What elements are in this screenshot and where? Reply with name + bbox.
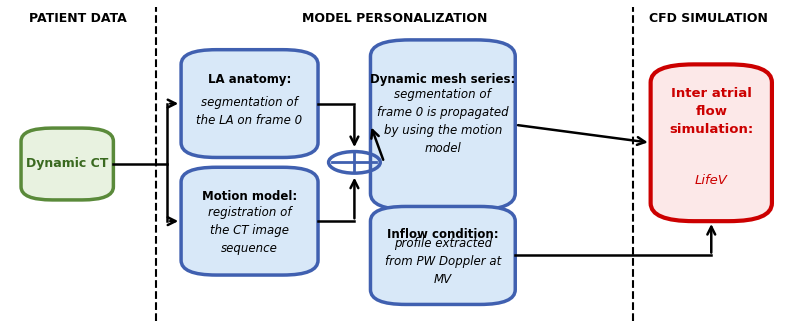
FancyBboxPatch shape [371, 40, 515, 210]
FancyBboxPatch shape [181, 167, 318, 275]
Text: PATIENT DATA: PATIENT DATA [29, 12, 127, 25]
Text: Inflow condition:: Inflow condition: [387, 228, 498, 241]
FancyBboxPatch shape [371, 206, 515, 304]
Text: segmentation of
the LA on frame 0: segmentation of the LA on frame 0 [196, 96, 302, 127]
FancyBboxPatch shape [651, 64, 772, 221]
Text: Motion model:: Motion model: [202, 190, 298, 203]
FancyBboxPatch shape [21, 128, 113, 200]
Text: LifeV: LifeV [695, 174, 728, 187]
Text: CFD SIMULATION: CFD SIMULATION [648, 12, 768, 25]
Text: Dynamic CT: Dynamic CT [26, 157, 108, 171]
Text: Dynamic mesh series:: Dynamic mesh series: [371, 72, 516, 86]
Text: Inter atrial
flow
simulation:: Inter atrial flow simulation: [669, 87, 754, 136]
FancyBboxPatch shape [181, 50, 318, 157]
Text: segmentation of
frame 0 is propagated
by using the motion
model: segmentation of frame 0 is propagated by… [377, 88, 509, 155]
Text: LA anatomy:: LA anatomy: [208, 72, 291, 86]
Text: MODEL PERSONALIZATION: MODEL PERSONALIZATION [301, 12, 487, 25]
Text: profile extracted
from PW Doppler at
MV: profile extracted from PW Doppler at MV [385, 237, 501, 286]
Text: registration of
the CT image
sequence: registration of the CT image sequence [208, 206, 291, 256]
